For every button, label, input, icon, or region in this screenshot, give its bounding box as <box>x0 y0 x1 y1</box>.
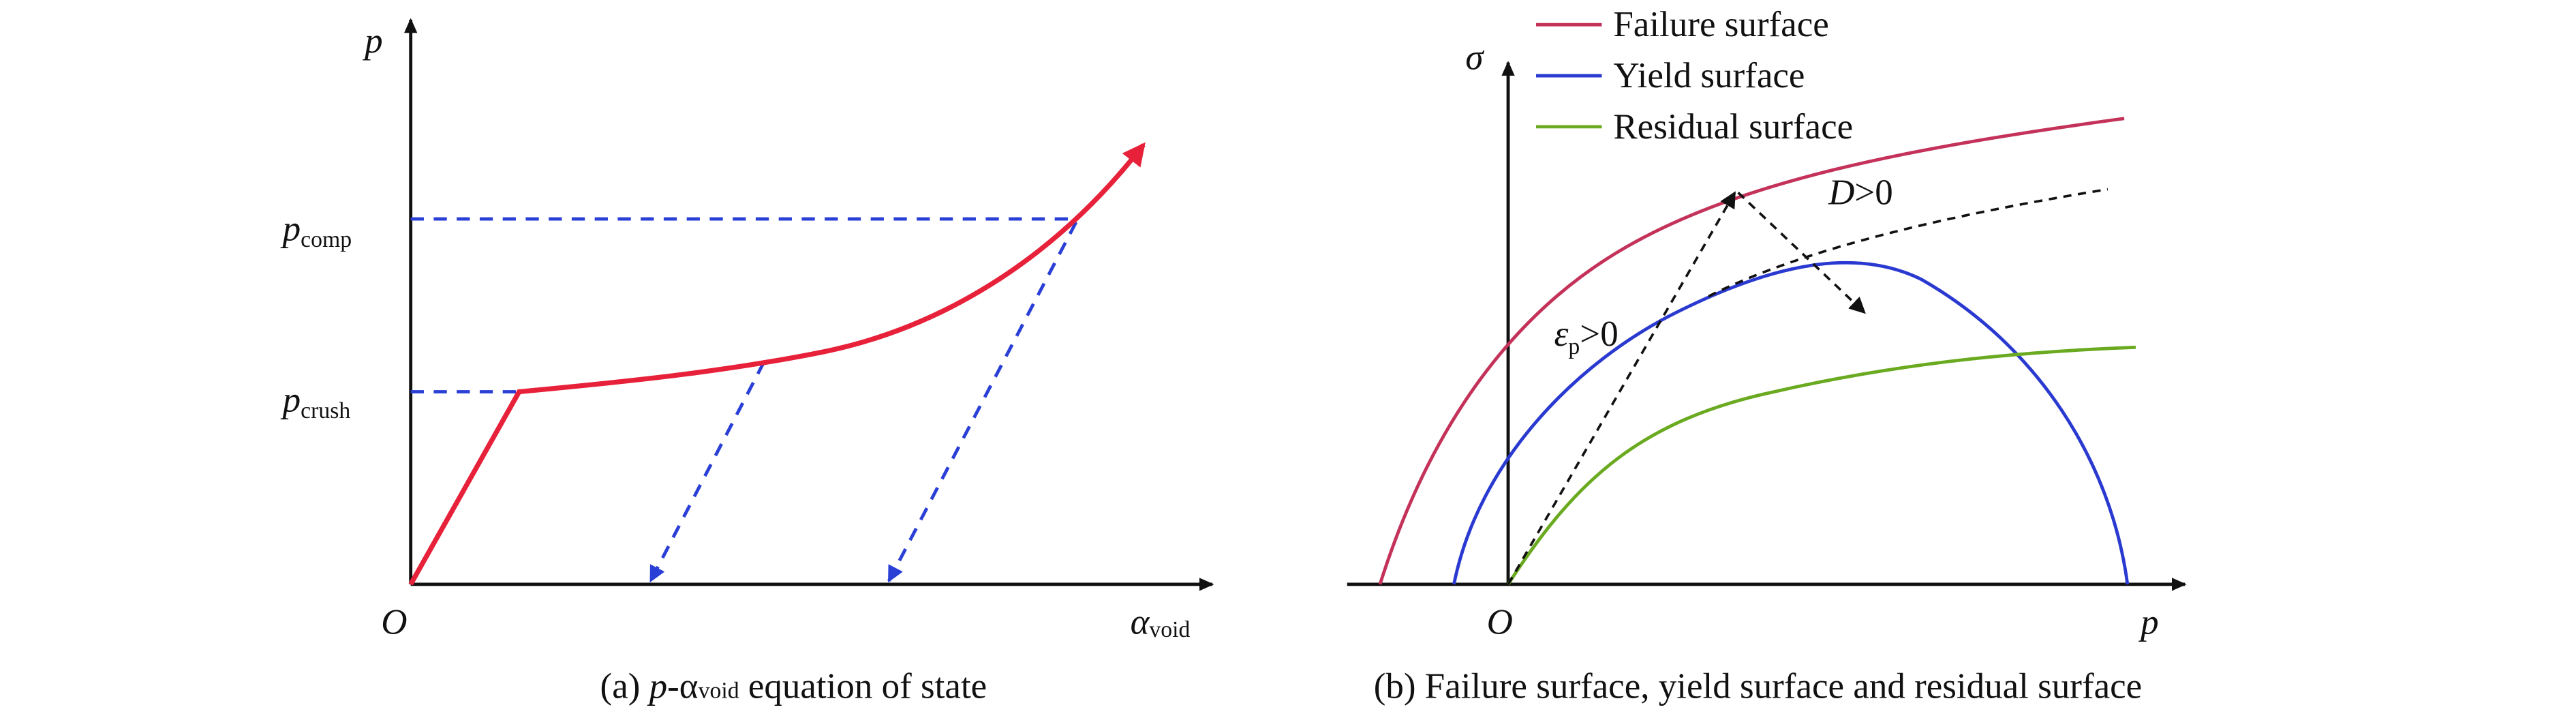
yield-surface <box>1452 260 2130 585</box>
symbol: p <box>280 380 301 419</box>
y-axis-label: p <box>362 21 383 61</box>
residual-surface <box>1507 345 2136 586</box>
legend-label: Residual surface <box>1613 107 1853 147</box>
caption-part: p <box>647 666 668 706</box>
legend-label: Failure surface <box>1613 5 1828 44</box>
symbol: D <box>1828 173 1854 212</box>
symbol: p <box>280 209 301 248</box>
unloading-line <box>649 361 766 583</box>
annotation: εp>0 <box>1554 314 1619 359</box>
origin-label: O <box>381 602 407 642</box>
caption-part: -α <box>667 666 698 706</box>
caption-part: equation of state <box>739 666 987 706</box>
annotation: D>0 <box>1828 173 1893 212</box>
level-label: pcomp <box>280 209 352 252</box>
caption: (b) Failure surface, yield surface and r… <box>1374 666 2142 706</box>
dashed-surface <box>1708 188 2109 298</box>
x-axis-label: αvoid <box>1131 602 1191 642</box>
level-label: pcrush <box>280 380 351 423</box>
panel-b: Failure surface Yield surface Residual s… <box>1347 5 2187 706</box>
panel-a: p pcomp pcrush O αvoid (a) p-αvoid equat… <box>280 18 1214 706</box>
symbol: α <box>1131 602 1150 642</box>
annotation-text: >0 <box>1854 173 1892 212</box>
caption: (a) p-αvoid equation of state <box>600 666 987 706</box>
caption-part: (a) <box>600 666 649 706</box>
y-axis-label: σ <box>1465 38 1484 77</box>
subscript: p <box>1568 334 1580 359</box>
loading-path <box>1507 191 1736 585</box>
x-axis-label: p <box>2138 602 2159 642</box>
origin-label: O <box>1487 602 1513 642</box>
unloading-line <box>887 221 1078 583</box>
subscript: void <box>1149 617 1190 642</box>
caption-part: void <box>699 678 739 703</box>
failure-surface <box>1378 117 2125 585</box>
legend-label: Yield surface <box>1613 56 1805 95</box>
eos-curve <box>408 142 1146 586</box>
subscript: crush <box>301 398 350 423</box>
annotation-text: >0 <box>1580 314 1618 354</box>
symbol: ε <box>1554 314 1569 354</box>
subscript: comp <box>301 227 352 252</box>
